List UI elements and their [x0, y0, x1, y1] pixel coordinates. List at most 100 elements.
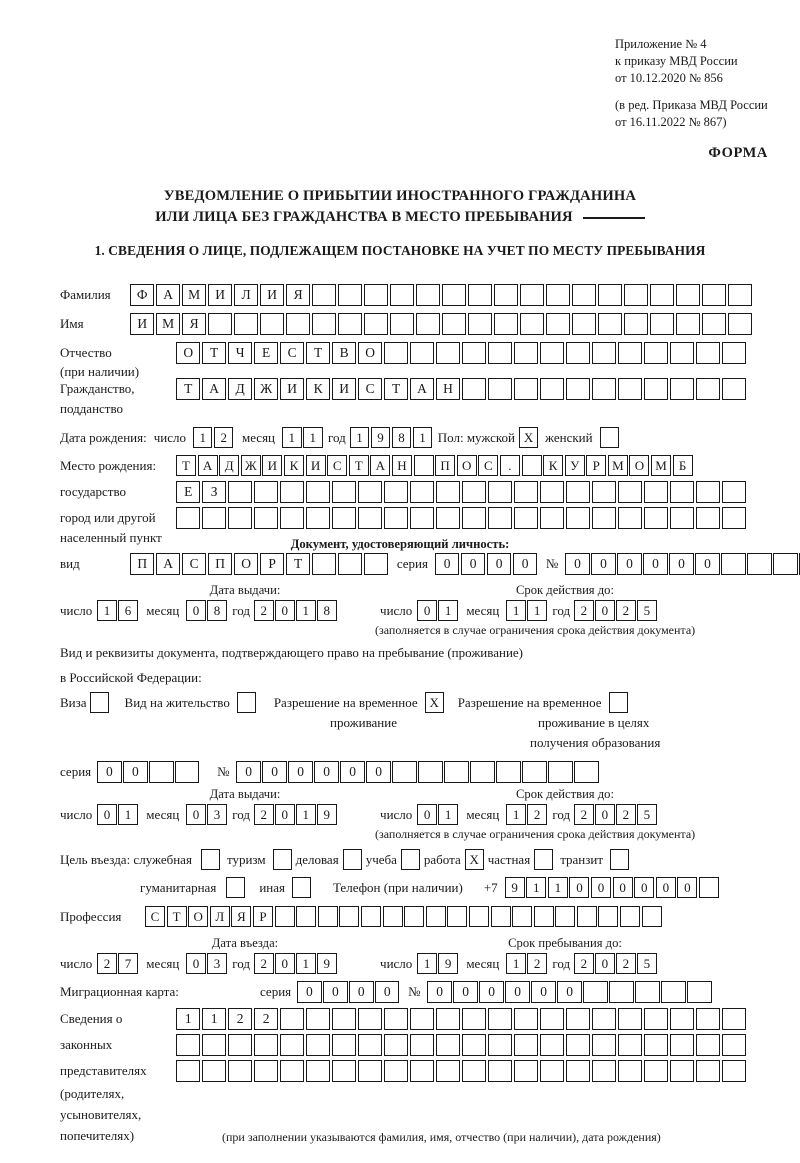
char-cell[interactable] [279, 1008, 305, 1030]
char-cell[interactable] [305, 507, 331, 529]
char-cell[interactable] [311, 313, 337, 335]
char-cell[interactable]: 0 [349, 981, 374, 1003]
char-cell[interactable]: Т [348, 455, 369, 476]
char-cell[interactable]: И [259, 284, 285, 306]
char-cell[interactable] [357, 1034, 383, 1056]
char-cell[interactable]: С [478, 455, 499, 476]
char-cell[interactable]: У [564, 455, 585, 476]
char-cell[interactable]: 0 [417, 600, 437, 621]
char-cell[interactable] [383, 481, 409, 503]
char-cell[interactable]: 8 [391, 427, 412, 448]
char-cell[interactable] [695, 342, 721, 364]
char-cell[interactable] [253, 1060, 279, 1082]
char-cell[interactable]: Т [285, 553, 311, 575]
char-cell[interactable]: Ж [253, 378, 279, 400]
char-cell[interactable] [617, 342, 643, 364]
char-cell[interactable] [513, 378, 539, 400]
char-cell[interactable] [727, 284, 753, 306]
char-cell[interactable] [548, 761, 573, 783]
char-cell[interactable] [493, 284, 519, 306]
char-cell[interactable] [496, 761, 521, 783]
char-cell[interactable] [357, 1008, 383, 1030]
char-cell[interactable] [461, 1060, 487, 1082]
char-cell[interactable]: 5 [637, 600, 657, 621]
char-cell[interactable] [513, 507, 539, 529]
char-cell[interactable]: 2 [527, 804, 547, 825]
temp-residence-checkbox[interactable]: X [424, 692, 444, 713]
char-cell[interactable] [539, 1060, 565, 1082]
legal-rep-line3-input[interactable] [176, 1060, 748, 1082]
char-cell[interactable]: 2 [254, 600, 274, 621]
purpose-other-checkbox[interactable] [291, 877, 311, 898]
char-cell[interactable] [597, 313, 623, 335]
char-cell[interactable] [641, 906, 662, 927]
char-cell[interactable] [487, 507, 513, 529]
char-cell[interactable] [533, 906, 554, 927]
char-cell[interactable]: 0 [186, 953, 206, 974]
char-cell[interactable] [487, 1034, 513, 1056]
char-cell[interactable] [597, 284, 623, 306]
char-cell[interactable]: С [357, 378, 383, 400]
char-cell[interactable] [470, 761, 495, 783]
char-cell[interactable]: О [176, 342, 201, 364]
char-cell[interactable]: О [188, 906, 209, 927]
char-cell[interactable] [539, 507, 565, 529]
char-cell[interactable] [409, 481, 435, 503]
char-cell[interactable] [331, 1008, 357, 1030]
char-cell[interactable] [695, 1008, 721, 1030]
char-cell[interactable]: 1 [506, 953, 526, 974]
char-cell[interactable]: 2 [616, 804, 636, 825]
char-cell[interactable] [591, 378, 617, 400]
char-cell[interactable] [337, 313, 363, 335]
char-cell[interactable]: О [357, 342, 383, 364]
purpose-business-checkbox[interactable] [342, 849, 362, 870]
char-cell[interactable]: 3 [207, 953, 227, 974]
char-cell[interactable]: 0 [591, 877, 612, 898]
char-cell[interactable]: 0 [366, 761, 391, 783]
char-cell[interactable] [512, 906, 533, 927]
char-cell[interactable]: 0 [617, 553, 642, 575]
char-cell[interactable] [623, 313, 649, 335]
char-cell[interactable]: 2 [253, 1008, 279, 1030]
char-cell[interactable]: 2 [574, 600, 594, 621]
char-cell[interactable]: 1 [296, 600, 316, 621]
char-cell[interactable] [643, 1060, 669, 1082]
char-cell[interactable] [227, 1034, 253, 1056]
char-cell[interactable]: Р [252, 906, 273, 927]
char-cell[interactable]: 1 [547, 877, 568, 898]
char-cell[interactable]: 0 [669, 553, 694, 575]
char-cell[interactable]: 0 [427, 981, 452, 1003]
char-cell[interactable] [571, 284, 597, 306]
char-cell[interactable]: 0 [531, 981, 556, 1003]
char-cell[interactable] [617, 378, 643, 400]
char-cell[interactable]: 0 [340, 761, 365, 783]
char-cell[interactable] [305, 1060, 331, 1082]
char-cell[interactable] [305, 1034, 331, 1056]
char-cell[interactable] [357, 481, 383, 503]
char-cell[interactable]: 0 [512, 553, 538, 575]
char-cell[interactable] [227, 481, 253, 503]
char-cell[interactable] [609, 981, 634, 1003]
char-cell[interactable] [721, 481, 747, 503]
char-cell[interactable] [389, 313, 415, 335]
char-cell[interactable] [296, 906, 317, 927]
char-cell[interactable]: 0 [297, 981, 322, 1003]
char-cell[interactable]: 0 [612, 877, 633, 898]
char-cell[interactable]: С [181, 553, 207, 575]
char-cell[interactable] [591, 1034, 617, 1056]
char-cell[interactable]: 0 [595, 953, 615, 974]
char-cell[interactable]: 0 [275, 600, 295, 621]
char-cell[interactable]: 1 [303, 427, 323, 448]
char-cell[interactable]: К [543, 455, 564, 476]
char-cell[interactable] [617, 507, 643, 529]
char-cell[interactable] [233, 313, 259, 335]
char-cell[interactable]: О [629, 455, 650, 476]
char-cell[interactable]: И [262, 455, 283, 476]
